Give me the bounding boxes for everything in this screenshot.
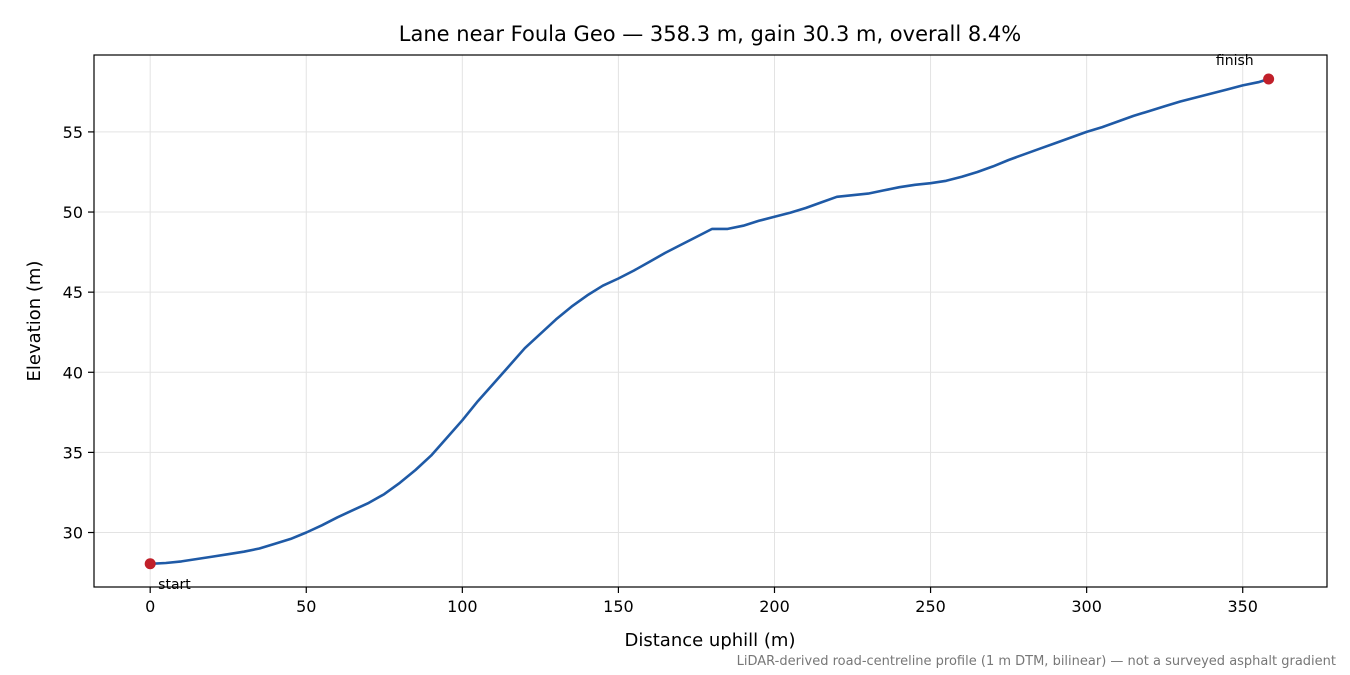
finish-marker (1263, 73, 1275, 85)
chart-title: Lane near Foula Geo — 358.3 m, gain 30.3… (399, 22, 1021, 46)
x-tick-label: 0 (145, 597, 155, 616)
x-tick-label: 200 (759, 597, 790, 616)
x-tick-label: 150 (603, 597, 634, 616)
endpoint-markers: start finish (144, 53, 1275, 593)
y-tick-label: 30 (63, 524, 83, 543)
x-tick-label: 250 (915, 597, 946, 616)
grid-lines (94, 55, 1327, 587)
start-label: start (158, 577, 191, 593)
x-tick-label: 100 (447, 597, 478, 616)
y-tick-label: 35 (63, 443, 83, 462)
y-axis-label: Elevation (m) (24, 261, 45, 382)
y-tick-label: 45 (63, 283, 83, 302)
finish-label: finish (1216, 53, 1254, 69)
x-tick-label: 300 (1071, 597, 1102, 616)
x-tick-label: 350 (1227, 597, 1258, 616)
footnote: LiDAR-derived road-centreline profile (1… (737, 654, 1336, 669)
y-tick-label: 55 (63, 123, 83, 142)
x-axis-ticks: 0 50 100 150 200 250 300 350 (145, 587, 1258, 616)
start-marker (144, 558, 156, 570)
x-axis-label: Distance uphill (m) (625, 630, 796, 651)
y-tick-label: 50 (63, 203, 83, 222)
elevation-profile-line (148, 77, 1270, 566)
x-tick-label: 50 (296, 597, 316, 616)
y-axis-ticks: 30 35 40 45 50 55 (63, 123, 94, 543)
plot-frame (93, 54, 1328, 588)
y-tick-label: 40 (63, 363, 83, 382)
